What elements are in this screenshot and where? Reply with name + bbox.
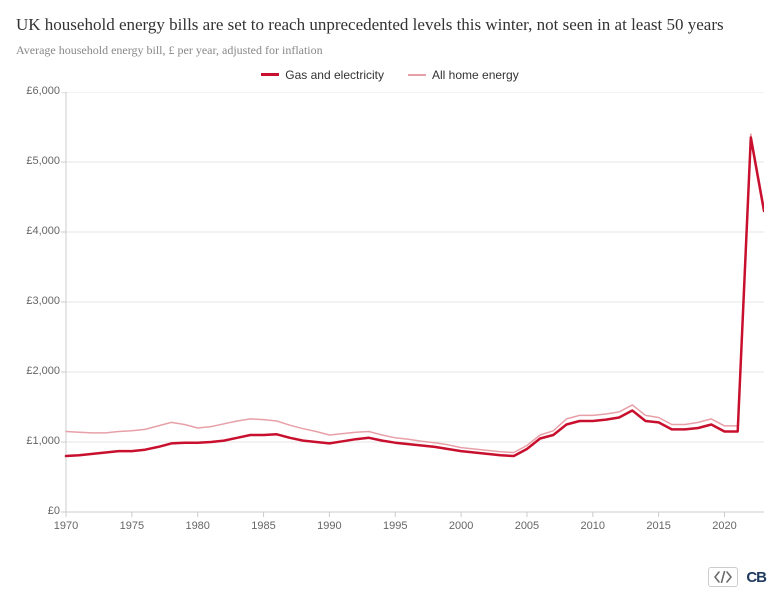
y-tick-label: £0 [16,505,60,517]
legend-item-all-home-energy: All home energy [408,68,519,82]
x-tick-label: 2005 [515,520,539,532]
y-tick-label: £5,000 [16,155,60,167]
legend: Gas and electricity All home energy [16,68,764,82]
x-tick-label: 1980 [185,520,209,532]
chart-subtitle: Average household energy bill, £ per yea… [16,43,764,58]
x-tick-label: 1990 [317,520,341,532]
y-tick-label: £4,000 [16,225,60,237]
y-tick-label: £1,000 [16,435,60,447]
y-tick-label: £3,000 [16,295,60,307]
x-tick-label: 1995 [383,520,407,532]
x-tick-label: 2020 [712,520,736,532]
x-tick-label: 1975 [120,520,144,532]
x-tick-label: 2010 [581,520,605,532]
footer-icons: CB [708,567,766,587]
chart-title: UK household energy bills are set to rea… [16,14,764,37]
legend-swatch-1 [261,73,279,76]
legend-label-1: Gas and electricity [285,68,384,82]
x-tick-label: 2000 [449,520,473,532]
legend-item-gas-electricity: Gas and electricity [261,68,384,82]
cb-logo: CB [746,569,766,586]
chart-area: £0£1,000£2,000£3,000£4,000£5,000£6,00019… [16,92,764,542]
embed-icon [714,571,732,583]
x-tick-label: 1970 [54,520,78,532]
legend-label-2: All home energy [432,68,519,82]
line-chart-svg [16,92,764,542]
embed-button[interactable] [708,567,738,587]
y-tick-label: £2,000 [16,365,60,377]
legend-swatch-2 [408,74,426,76]
x-tick-label: 1985 [251,520,275,532]
x-tick-label: 2015 [646,520,670,532]
y-tick-label: £6,000 [16,85,60,97]
